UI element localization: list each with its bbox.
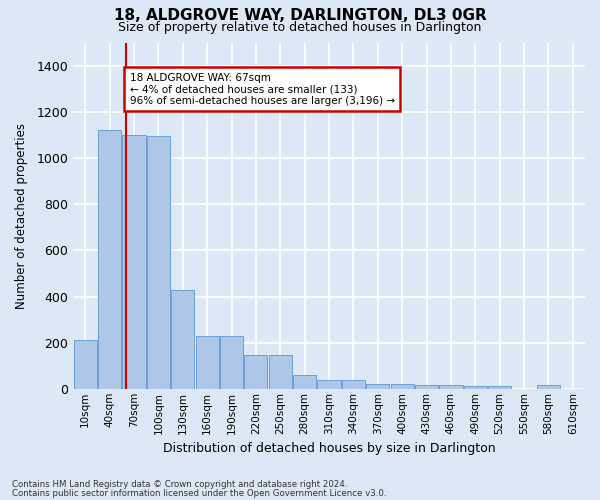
Bar [122,135,146,389]
Y-axis label: Number of detached properties: Number of detached properties [15,122,28,308]
Text: 18, ALDGROVE WAY, DARLINGTON, DL3 0GR: 18, ALDGROVE WAY, DARLINGTON, DL3 0GR [113,8,487,22]
Text: Size of property relative to detached houses in Darlington: Size of property relative to detached ho… [118,21,482,34]
Bar [464,386,487,389]
Bar [391,384,414,389]
Bar [220,336,243,389]
Bar [366,384,389,389]
Bar [98,130,121,389]
X-axis label: Distribution of detached houses by size in Darlington: Distribution of detached houses by size … [163,442,496,455]
Bar [244,354,268,389]
Bar [269,354,292,389]
Bar [196,336,219,389]
Bar [415,386,438,389]
Bar [488,386,511,389]
Bar [74,340,97,389]
Text: Contains public sector information licensed under the Open Government Licence v3: Contains public sector information licen… [12,488,386,498]
Bar [439,386,463,389]
Text: 18 ALDGROVE WAY: 67sqm
← 4% of detached houses are smaller (133)
96% of semi-det: 18 ALDGROVE WAY: 67sqm ← 4% of detached … [130,72,395,106]
Bar [342,380,365,389]
Bar [293,376,316,389]
Bar [171,290,194,389]
Text: Contains HM Land Registry data © Crown copyright and database right 2024.: Contains HM Land Registry data © Crown c… [12,480,347,489]
Bar [147,136,170,389]
Bar [537,384,560,389]
Bar [317,380,341,389]
